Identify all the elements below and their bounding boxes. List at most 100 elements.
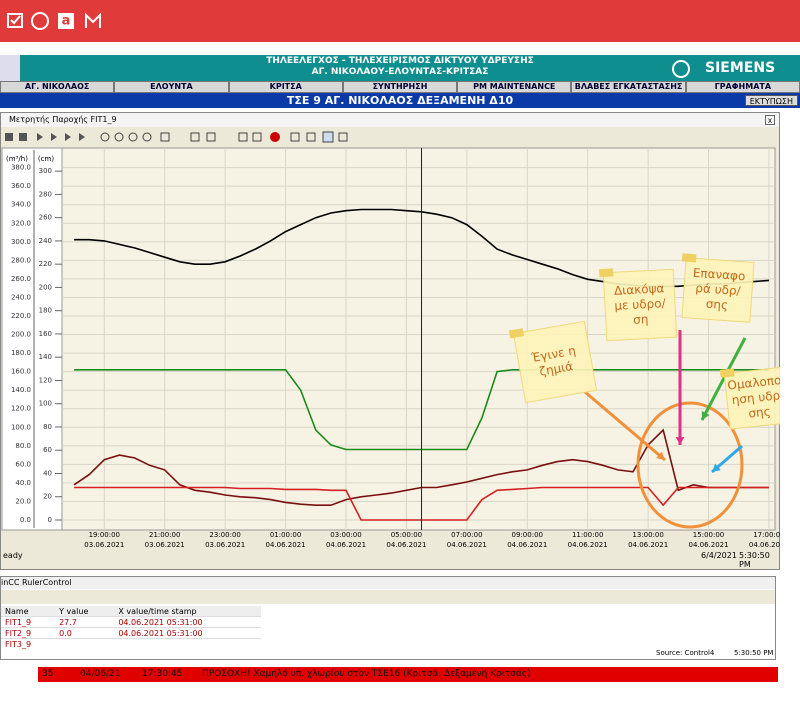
x-tick-date: 04.06.2021 bbox=[507, 541, 547, 549]
alarm-number: 35 bbox=[42, 669, 54, 679]
title-line: ΑΓ. ΝΙΚΟΛΑΟΥ-ΕΛΟΥΝΤΑΣ-ΚΡΙΤΣΑΣ bbox=[311, 67, 489, 77]
alarm-time: 17:30:45 bbox=[142, 669, 183, 679]
column-header: Y value bbox=[59, 606, 89, 616]
arrow bbox=[584, 390, 666, 462]
trend-chart: (m³/h) (cm) 0.0 20.0 40.0 60.0 80.0 100.0 120.0 1… bbox=[1, 147, 780, 549]
table-cell bbox=[114, 639, 261, 650]
ruler-window: inCC RulerControl Name Y value X value/tim… bbox=[0, 576, 776, 660]
note-tape bbox=[599, 268, 614, 278]
y2-tick-label: 200 bbox=[39, 283, 52, 291]
table-cell bbox=[55, 639, 114, 650]
alarm-bar: 35 04/06/21 17:30:45 ΠΡΟΣΟΧΗ! Χαμηλό υπ.… bbox=[38, 667, 778, 682]
x-tick-date: 03.06.2021 bbox=[145, 541, 185, 549]
globe-icon bbox=[672, 60, 690, 78]
x-tick-date: 04.06.2021 bbox=[688, 541, 728, 549]
x-tick-label: 21:00:00 bbox=[149, 531, 180, 539]
y2-tick-label: 40 bbox=[43, 469, 52, 477]
arrow-head bbox=[656, 451, 665, 460]
x-tick-label: 23:00:00 bbox=[209, 531, 240, 539]
note-paper bbox=[681, 257, 755, 323]
column-header: X value/time stamp bbox=[118, 606, 197, 616]
table-cell: FIT3_9 bbox=[5, 639, 32, 649]
x-tick-label: 01:00:00 bbox=[270, 531, 301, 539]
y-tick-label: 260.0 bbox=[11, 275, 31, 283]
table-cell: 0.0 bbox=[59, 628, 72, 638]
nav-button[interactable]: ΑΓ. ΝΙΚΟΛΑΟΣ bbox=[0, 81, 115, 93]
alarm-message: ΠΡΟΣΟΧΗ! Χαμηλό υπ. χλωρίου στον ΤΣΕ16 (… bbox=[202, 669, 531, 679]
y-tick-label: 160.0 bbox=[11, 368, 31, 376]
note-tape bbox=[681, 253, 697, 263]
x-tick-date: 04.06.2021 bbox=[568, 541, 608, 549]
title-line: ΤΗΛΕΕΛΕΓΧΟΣ - ΤΗΛΕΧΕΙΡΙΣΜΟΣ ΔΙΚΤΥΟΥ ΥΔΡΕ… bbox=[266, 56, 534, 66]
y2-tick-label: 0 bbox=[48, 516, 52, 524]
y2-tick-label: 160 bbox=[39, 330, 52, 338]
table-cell: 04.06.2021 05:31:00 bbox=[118, 628, 203, 638]
status-time: 5:30:50 PM bbox=[739, 551, 770, 569]
page-title: ΤΣΕ 9 ΑΓ. ΝΙΚΟΛΑΟΣ ΔΕΞΑΜΕΝΗ Δ10 bbox=[286, 94, 514, 107]
note-paper bbox=[512, 320, 598, 404]
x-tick-label: 05:00:00 bbox=[391, 531, 422, 539]
plot-area bbox=[61, 147, 776, 531]
annotation-text: Διακόψα bbox=[614, 281, 665, 298]
annotation-text: σης bbox=[705, 297, 728, 313]
nav-button[interactable]: ΕΛΟΥΝΤΑ bbox=[114, 81, 229, 93]
status-time: 5:30:50 PM bbox=[734, 649, 774, 657]
y2-tick-label: 20 bbox=[43, 493, 52, 501]
x-tick-label: 13:00:00 bbox=[632, 531, 663, 539]
status-text: eady bbox=[3, 551, 23, 560]
y-tick-label: 280.0 bbox=[11, 256, 31, 264]
window-title: Μετρητής Παροχής FIT1_9 bbox=[1, 113, 779, 127]
nav-button[interactable]: ΣΥΝΤΗΡΗΣΗ bbox=[342, 81, 458, 93]
x-tick-date: 04.06.2021 bbox=[386, 541, 426, 549]
alarm-date: 04/06/21 bbox=[80, 669, 121, 679]
x-tick-label: 07:00:00 bbox=[451, 531, 482, 539]
y-tick-label: 200.0 bbox=[11, 331, 31, 339]
annotation-text: με υδρο/ bbox=[614, 296, 667, 313]
nav-button[interactable]: ΒΛΑΒΕΣ ΕΓΚΑΤΑΣΤΑΣΗΣ bbox=[571, 81, 686, 93]
annotation-text: ρά υδρ/ bbox=[695, 281, 742, 298]
table-row: FIT1_9 27.7 04.06.2021 05:31:00 bbox=[1, 616, 261, 628]
nav-button[interactable]: ΓΡΑΦΗΜΑΤΑ bbox=[685, 81, 800, 93]
y-tick-label: 300.0 bbox=[11, 238, 31, 246]
note-tape bbox=[508, 328, 525, 339]
y-axis-label: (m³/h) bbox=[6, 155, 28, 163]
note-paper bbox=[723, 366, 780, 430]
y2-tick-label: 300 bbox=[39, 167, 52, 175]
y-tick-label: 80.0 bbox=[15, 442, 31, 450]
x-tick-label: 11:00:00 bbox=[572, 531, 603, 539]
x-tick-label: 09:00:00 bbox=[512, 531, 543, 539]
annotation-text: ση bbox=[633, 312, 649, 327]
page-title-bar: ΤΣΕ 9 ΑΓ. ΝΙΚΟΛΑΟΣ ΔΕΞΑΜΕΝΗ Δ10 ΕΚΤΥΠΩΣΗ bbox=[0, 93, 800, 108]
table-row: FIT2_9 0.0 04.06.2021 05:31:00 bbox=[1, 627, 261, 639]
y-tick-label: 240.0 bbox=[11, 293, 31, 301]
y-tick-label: 380.0 bbox=[11, 164, 31, 172]
nav-button[interactable]: PM MAINTENANCE bbox=[457, 81, 572, 93]
x-tick-date: 03.06.2021 bbox=[205, 541, 245, 549]
x-tick-label: 19:00:00 bbox=[89, 531, 120, 539]
y2-tick-label: 120 bbox=[39, 376, 52, 384]
note-paper bbox=[602, 268, 678, 342]
highlight-circle bbox=[636, 401, 744, 529]
y-tick-label: 20.0 bbox=[15, 497, 31, 505]
ruler-table: Name Y value X value/time stamp FIT1_9 27.7 0… bbox=[1, 606, 261, 649]
nav-button[interactable]: ΚΡΙΤΣΑ bbox=[228, 81, 343, 93]
table-row: FIT3_9 bbox=[1, 638, 261, 650]
arrow-head bbox=[712, 463, 721, 472]
y2-tick-label: 80 bbox=[43, 423, 52, 431]
y2-tick-label: 240 bbox=[39, 237, 52, 245]
x-tick-date: 04.06.2021 bbox=[749, 541, 780, 549]
y-tick-label: 0.0 bbox=[20, 516, 31, 524]
x-tick-date: 03.06.2021 bbox=[84, 541, 124, 549]
svg-text:a: a bbox=[62, 14, 71, 29]
x-tick-label: 15:00:00 bbox=[693, 531, 724, 539]
y-tick-label: 120.0 bbox=[11, 405, 31, 413]
print-button[interactable]: ΕΚΤΥΠΩΣΗ bbox=[744, 95, 798, 106]
close-button[interactable]: x bbox=[765, 115, 775, 125]
x-tick-date: 04.06.2021 bbox=[326, 541, 366, 549]
annotation-text: Επαναφο bbox=[692, 266, 745, 284]
arrow bbox=[700, 337, 747, 421]
